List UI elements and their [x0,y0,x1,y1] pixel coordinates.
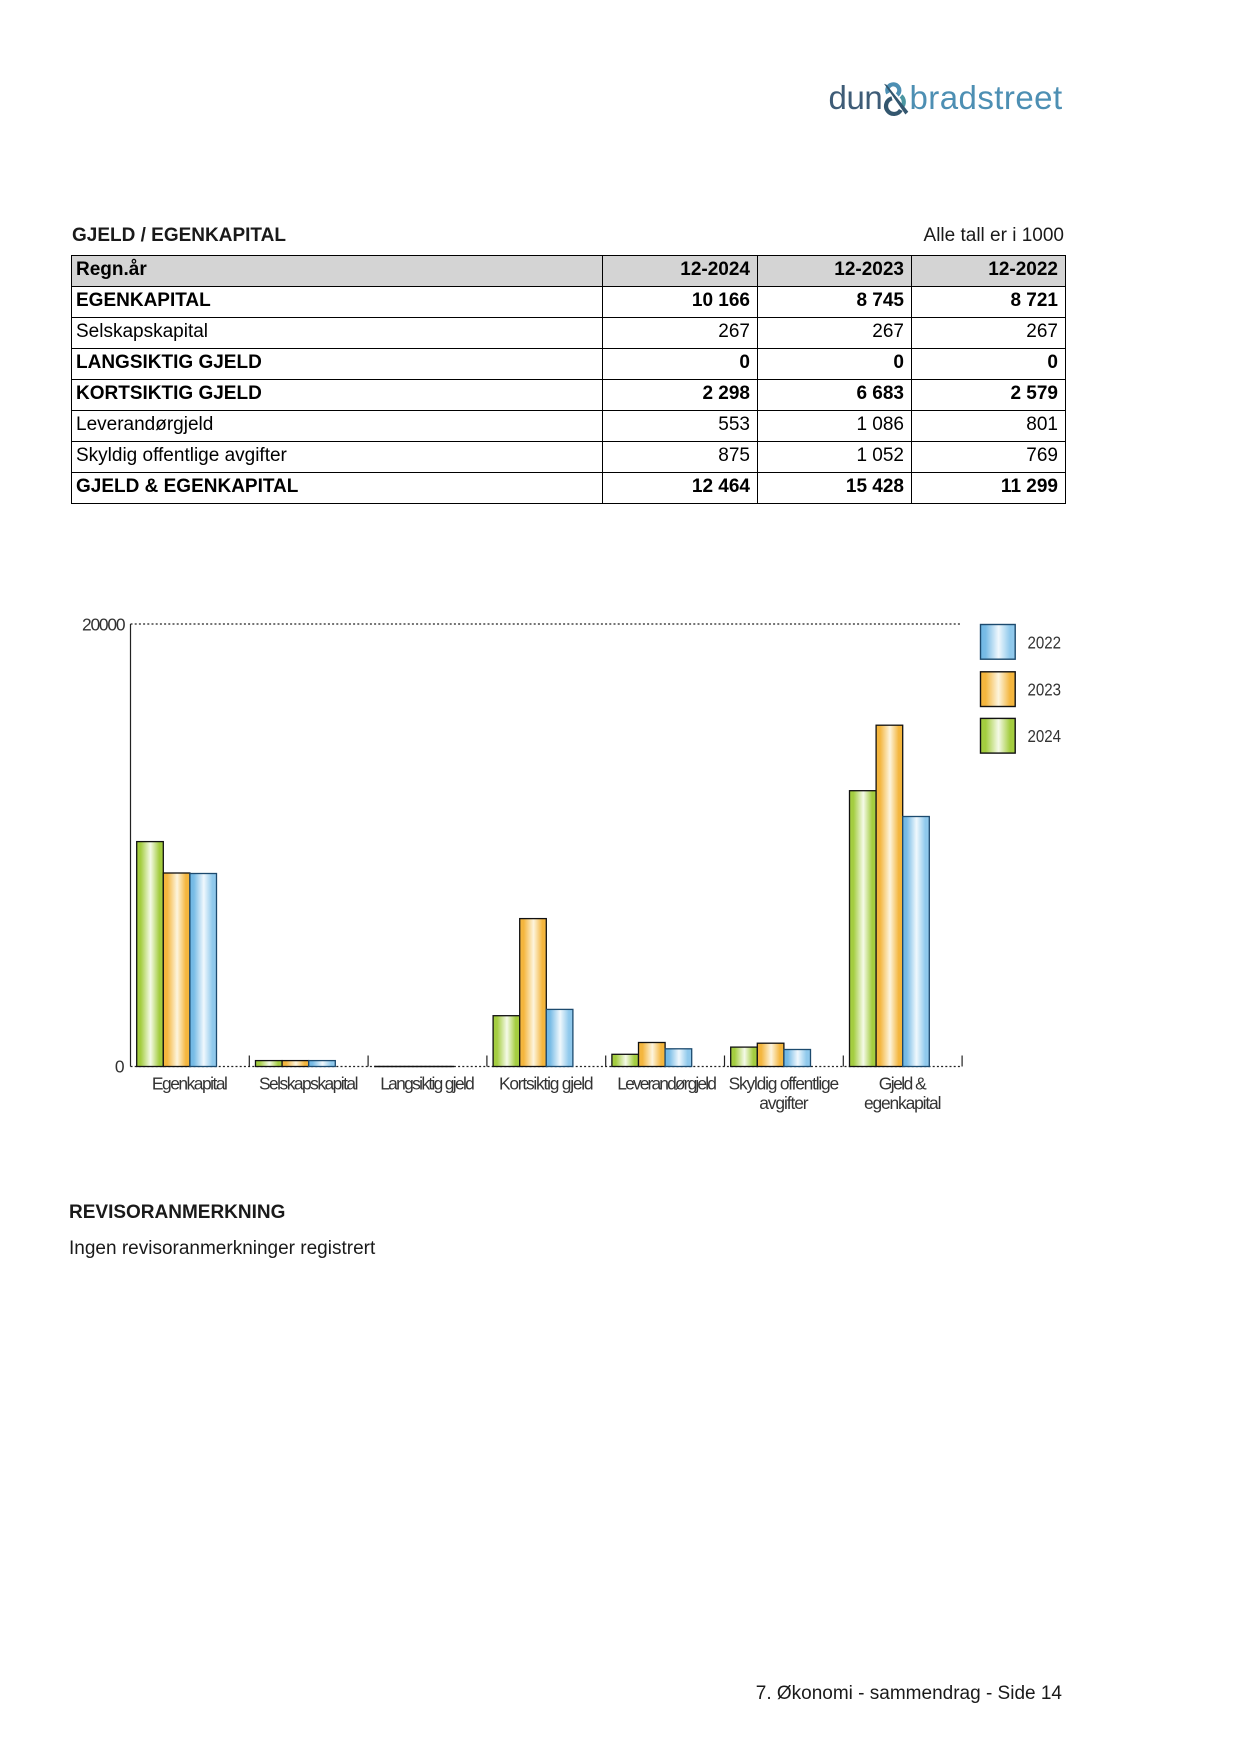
svg-text:Gjeld &: Gjeld & [879,1073,927,1093]
svg-text:2024: 2024 [1028,726,1062,746]
svg-text:2023: 2023 [1028,679,1062,699]
svg-text:Egenkapital: Egenkapital [152,1073,228,1093]
svg-text:2022: 2022 [1028,632,1062,652]
svg-text:Skyldig offentlige: Skyldig offentlige [729,1073,840,1093]
svg-text:20000: 20000 [82,615,126,635]
svg-text:Langsiktig gjeld: Langsiktig gjeld [380,1073,475,1093]
svg-text:avgifter: avgifter [759,1093,809,1113]
svg-text:Kortsiktig gjeld: Kortsiktig gjeld [499,1073,594,1093]
svg-text:Selskapskapital: Selskapskapital [259,1073,359,1093]
svg-text:egenkapital: egenkapital [864,1093,942,1113]
svg-text:Leverandørgjeld: Leverandørgjeld [617,1073,717,1093]
svg-text:0: 0 [115,1057,125,1077]
